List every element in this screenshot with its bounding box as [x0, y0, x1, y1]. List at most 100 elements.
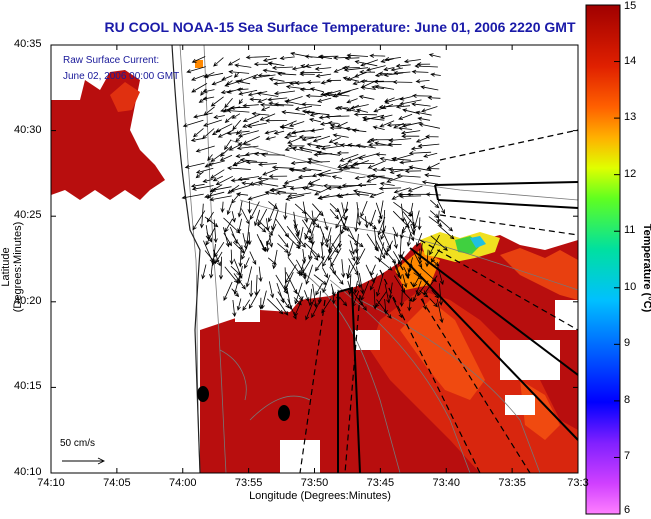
- current-vector: [369, 273, 378, 291]
- current-vector: [365, 264, 375, 284]
- current-vector: [355, 243, 360, 261]
- current-vector: [321, 267, 328, 279]
- overlay-line-1: Raw Surface Current:: [63, 55, 160, 66]
- current-vector: [378, 104, 402, 110]
- current-vector: [195, 145, 215, 153]
- current-vector: [202, 96, 215, 101]
- current-vector: [411, 93, 432, 98]
- current-vector: [329, 209, 340, 220]
- current-vector: [383, 72, 404, 77]
- scale-label: 50 cm/s: [60, 438, 96, 449]
- scale-arrow: [62, 457, 106, 465]
- current-vector: [341, 65, 360, 70]
- current-vector: [388, 282, 393, 300]
- current-vector: [249, 97, 261, 102]
- current-vector: [407, 185, 423, 192]
- current-vector: [211, 186, 232, 192]
- current-vector: [312, 135, 331, 143]
- current-vector: [392, 297, 403, 319]
- surface-current-vectors: [181, 51, 455, 324]
- current-vector: [333, 65, 350, 73]
- current-vector: [226, 203, 232, 216]
- current-vector: [340, 215, 348, 235]
- current-vector: [259, 102, 285, 107]
- current-vector: [291, 147, 313, 153]
- current-vector: [212, 175, 223, 182]
- current-vector: [430, 72, 441, 77]
- current-vector: [213, 57, 224, 67]
- current-vector: [204, 191, 225, 199]
- current-vector: [206, 232, 213, 243]
- current-vector: [232, 159, 249, 167]
- current-vector: [236, 298, 242, 311]
- current-vector: [402, 273, 408, 289]
- current-vector: [338, 167, 350, 172]
- current-vector: [346, 265, 351, 278]
- current-vector: [352, 79, 368, 86]
- current-vector: [335, 193, 358, 198]
- current-vector: [215, 123, 233, 133]
- current-vector: [224, 98, 233, 109]
- current-vector: [223, 281, 233, 302]
- colorbar-tick-label: 9: [624, 337, 631, 350]
- current-vector: [359, 69, 376, 75]
- current-vector: [259, 113, 276, 121]
- current-vector: [242, 113, 261, 122]
- current-vector: [304, 63, 322, 68]
- current-vector: [235, 79, 251, 85]
- current-vector: [374, 255, 393, 271]
- current-vector: [239, 157, 258, 163]
- current-vector: [310, 128, 324, 133]
- x-tick-label: 74:10: [37, 477, 65, 489]
- current-vector: [267, 97, 288, 102]
- current-vector: [402, 108, 420, 115]
- current-vector: [398, 113, 413, 120]
- current-vector: [229, 226, 238, 245]
- current-vector: [377, 200, 384, 225]
- current-vector: [341, 202, 347, 222]
- current-vector: [242, 299, 251, 311]
- current-vector: [223, 232, 232, 247]
- current-vector: [218, 256, 224, 280]
- current-vector: [416, 62, 431, 67]
- current-vector: [404, 169, 422, 174]
- current-vector: [311, 298, 322, 319]
- current-vector: [313, 210, 322, 222]
- current-vector: [399, 283, 404, 308]
- current-vector: [366, 176, 379, 183]
- current-vector: [328, 137, 341, 143]
- current-vector: [336, 150, 349, 156]
- current-vector: [300, 256, 313, 277]
- current-vector: [428, 53, 441, 58]
- current-vector: [209, 264, 214, 279]
- current-vector: [429, 298, 438, 308]
- current-vector: [347, 143, 366, 148]
- current-vector: [258, 266, 263, 283]
- current-vector: [277, 71, 297, 77]
- current-vector: [379, 120, 395, 128]
- current-vector: [226, 87, 244, 94]
- current-vector: [249, 178, 269, 186]
- colorbar-tick-label: 10: [624, 280, 637, 293]
- x-tick-label: 73:40: [432, 477, 461, 489]
- current-vector: [367, 160, 387, 169]
- current-vector: [287, 143, 305, 148]
- current-vector: [323, 217, 329, 231]
- colorbar-tick-label: 13: [624, 111, 637, 124]
- current-vector: [430, 235, 448, 251]
- current-vector: [264, 190, 278, 195]
- current-vector: [182, 119, 204, 128]
- current-vector: [256, 234, 266, 252]
- current-vector: [430, 199, 440, 209]
- current-vector: [228, 144, 241, 151]
- current-vector: [331, 175, 342, 180]
- current-vector: [401, 134, 420, 139]
- current-vector: [375, 152, 387, 157]
- current-vector: [241, 242, 250, 260]
- y-tick-label: 40:30: [14, 123, 42, 136]
- current-vector: [379, 181, 395, 186]
- current-vector: [271, 65, 294, 70]
- current-vector: [285, 233, 301, 249]
- current-vector: [294, 296, 304, 317]
- current-vector: [345, 126, 360, 131]
